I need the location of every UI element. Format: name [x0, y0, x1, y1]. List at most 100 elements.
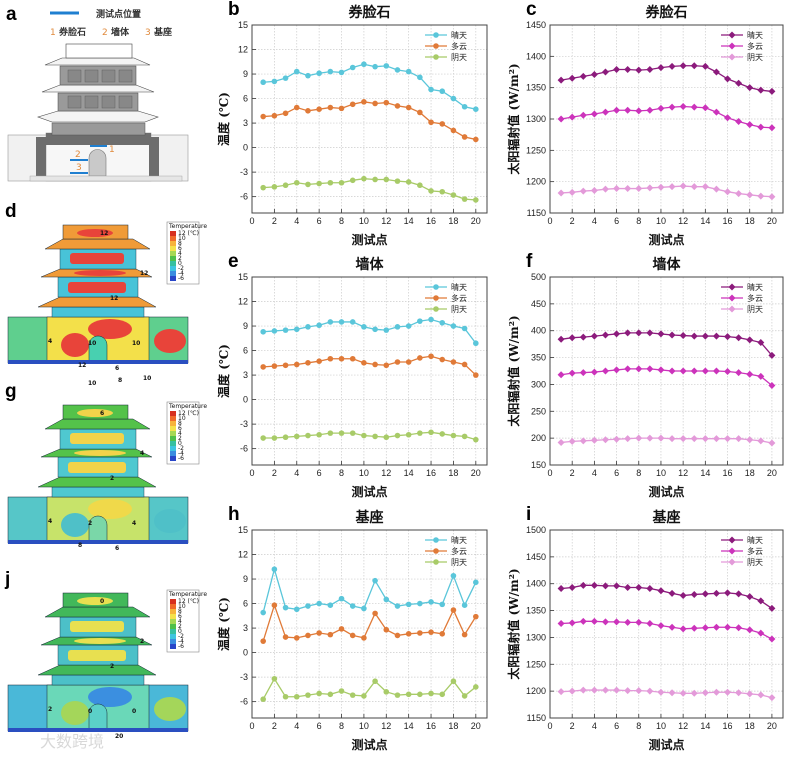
x-tick-label: 14 — [404, 721, 414, 731]
data-point — [428, 86, 434, 93]
data-point — [417, 109, 423, 116]
x-tick-label: 6 — [317, 721, 322, 731]
data-point — [646, 434, 654, 442]
contour-label: 10 — [143, 375, 151, 382]
legend-label: 阴天 — [451, 53, 467, 62]
legend-value: 4 — [178, 430, 182, 437]
tower-floor-base — [51, 122, 146, 136]
data-point — [461, 325, 468, 332]
data-point — [579, 686, 587, 694]
data-point — [624, 618, 632, 626]
data-point — [417, 600, 423, 607]
series-阴天: 阴天 — [260, 305, 479, 443]
x-tick-label: 0 — [249, 468, 254, 478]
data-point — [293, 326, 300, 333]
series-晴天: 晴天 — [557, 30, 776, 95]
data-point — [282, 182, 289, 189]
plot-frame — [549, 529, 784, 719]
legend-marker — [433, 537, 439, 543]
legend-value: -4 — [178, 270, 184, 277]
x-tick-label: 6 — [317, 468, 322, 478]
legend-value: -6 — [178, 455, 184, 462]
data-point — [293, 635, 300, 641]
data-point — [461, 433, 468, 440]
data-point — [305, 108, 311, 114]
data-point — [327, 319, 334, 325]
chart-title: 券脸石 — [349, 4, 391, 21]
contour-label: 20 — [115, 733, 123, 740]
thermal-eave-hot — [74, 450, 126, 456]
data-point — [316, 70, 322, 77]
data-point — [590, 71, 598, 79]
data-point — [735, 590, 743, 598]
x-tick-label: 8 — [636, 216, 641, 226]
x-tick-label: 16 — [723, 216, 733, 226]
data-point — [701, 590, 709, 598]
thermal-floor-1-hot — [70, 253, 124, 264]
legend-swatch — [170, 421, 176, 426]
thermal-contour — [61, 333, 89, 357]
chart-title: 墙体 — [356, 256, 385, 273]
x-tick-label: 18 — [448, 721, 458, 731]
window — [67, 95, 82, 109]
legend-value: 0 — [178, 440, 182, 447]
data-point — [757, 123, 765, 131]
x-tick-label: 12 — [678, 721, 688, 731]
data-point — [757, 86, 765, 94]
x-tick-label: 6 — [317, 216, 322, 226]
data-point — [405, 179, 412, 185]
data-point — [601, 618, 609, 626]
legend-label: 晴天 — [451, 282, 467, 292]
legend-marker — [728, 53, 736, 61]
data-point — [601, 436, 609, 444]
data-point — [768, 124, 776, 132]
series-阴天: 阴天 — [557, 53, 776, 201]
legend-title: Temperature — [168, 591, 207, 598]
data-point — [635, 583, 643, 591]
data-point — [701, 689, 709, 697]
y-tick-label: 1150 — [527, 713, 546, 723]
data-point — [428, 119, 434, 126]
series-多云: 多云 — [260, 293, 479, 378]
data-point — [590, 186, 598, 194]
data-point — [590, 617, 598, 625]
data-point — [461, 196, 468, 202]
legend-value: 12 (℃) — [178, 410, 199, 417]
legend-label: 多云 — [747, 293, 763, 303]
thermal-contour — [88, 319, 132, 339]
window — [118, 95, 133, 109]
y-tick-label: 400 — [531, 326, 546, 336]
series-晴天: 晴天 — [260, 535, 479, 616]
panel-letter-d: d — [5, 201, 17, 222]
data-point — [394, 359, 401, 365]
data-point — [338, 319, 345, 325]
data-point — [568, 369, 576, 377]
data-point — [601, 686, 609, 694]
data-point — [271, 112, 278, 119]
thermal-floor-2-hot — [68, 650, 126, 661]
data-point — [282, 362, 289, 369]
data-point — [349, 177, 356, 184]
x-axis-label: 测试点 — [351, 232, 387, 247]
data-point — [646, 585, 654, 593]
data-point — [724, 368, 732, 376]
series-晴天: 晴天 — [260, 282, 479, 347]
data-point — [361, 605, 367, 612]
data-point — [668, 367, 676, 375]
y-tick-label: 450 — [531, 299, 546, 309]
data-point — [557, 115, 565, 123]
plot-frame — [549, 276, 784, 466]
data-point — [383, 362, 390, 369]
contour-label: 8 — [118, 377, 122, 384]
data-point — [590, 686, 598, 694]
data-point — [461, 134, 468, 140]
legend-swatch — [170, 246, 176, 251]
data-point — [690, 590, 698, 598]
data-point — [439, 601, 446, 608]
y-tick-label: 1150 — [527, 208, 546, 218]
data-point — [305, 72, 311, 79]
data-point — [361, 635, 367, 641]
data-point — [282, 434, 289, 441]
data-point — [579, 187, 587, 195]
